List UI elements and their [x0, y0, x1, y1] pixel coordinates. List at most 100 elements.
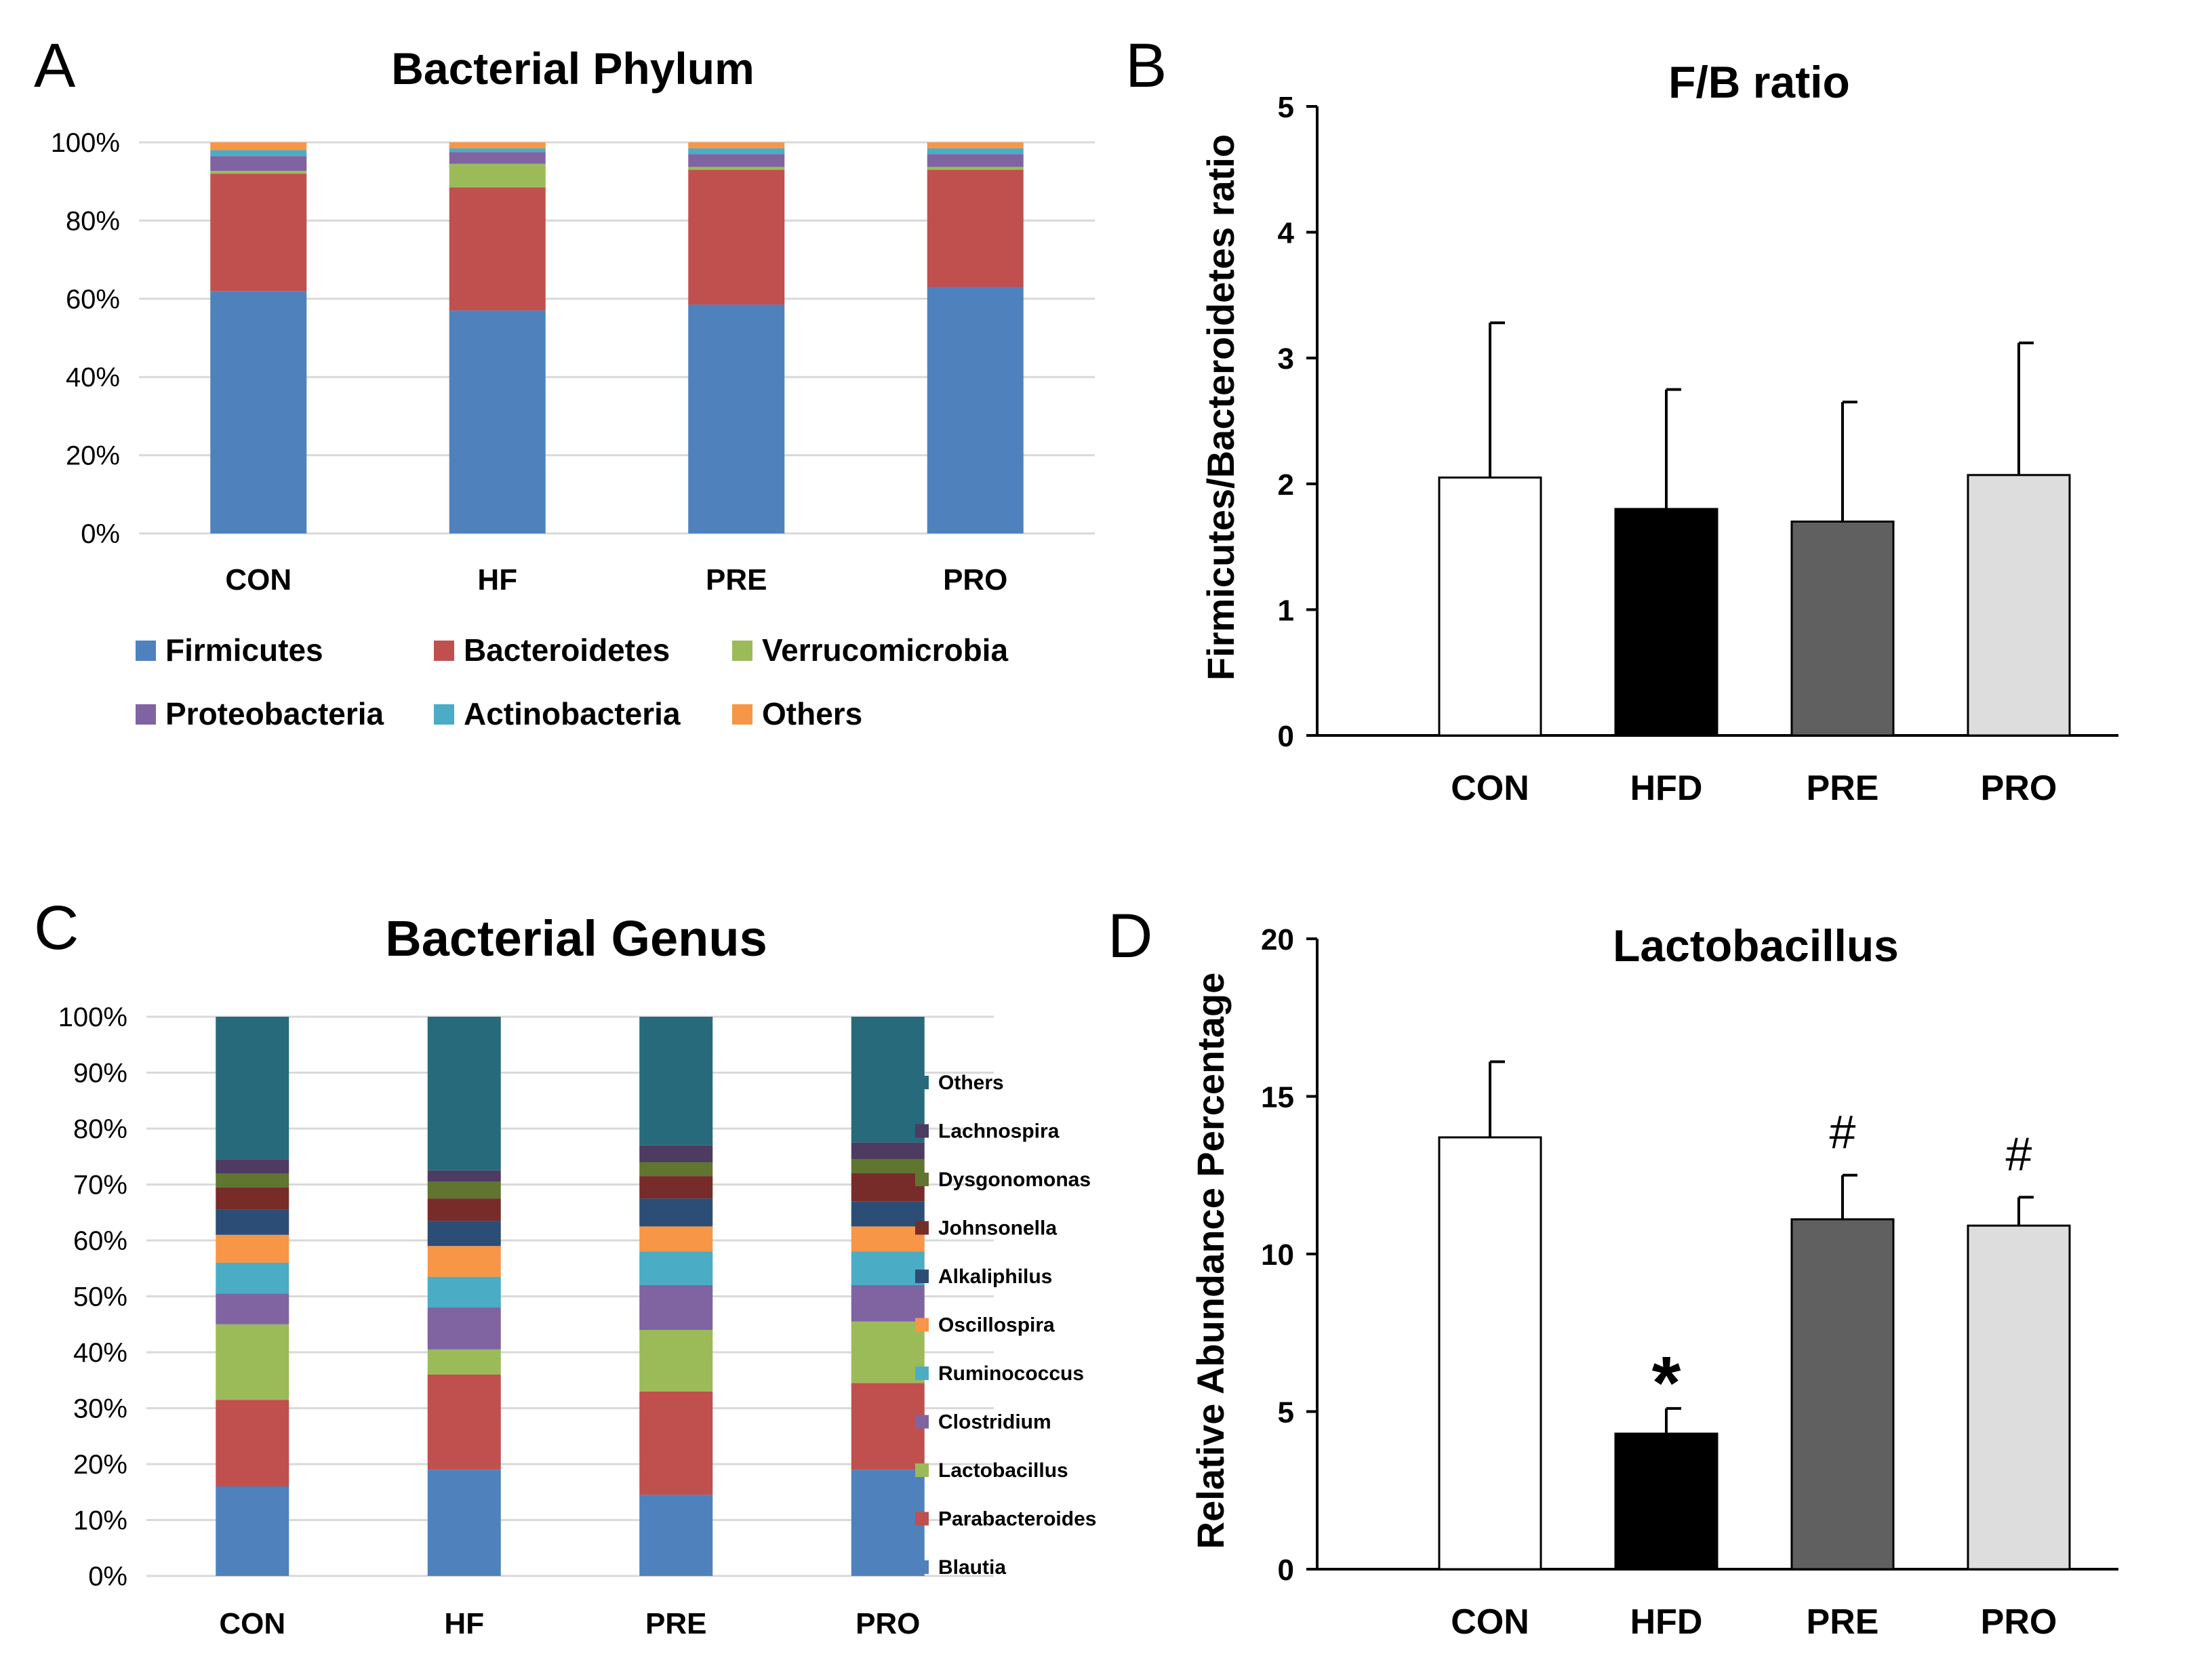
c-bar-con-johnsonella	[216, 1187, 289, 1210]
c-bar-pro-lactobacillus	[851, 1321, 925, 1383]
a-legend-swatch-bacteroidetes	[434, 641, 454, 661]
c-bar-hf-ruminococcus	[427, 1276, 501, 1308]
c-category-label: HF	[444, 1607, 484, 1640]
c-bar-con-parabacteroides	[216, 1400, 289, 1486]
a-bar-pre-bacteroidetes	[688, 169, 785, 305]
c-y-tick-label: 40%	[73, 1338, 127, 1368]
a-bar-pro-proteobacteria	[927, 154, 1024, 167]
c-legend-swatch-lachnospira	[915, 1124, 929, 1138]
d-annotation-hfd: *	[1652, 1341, 1681, 1425]
a-bar-pre-actinobacteria	[688, 148, 785, 155]
a-category-label: HF	[477, 563, 517, 596]
panel-b: B F/B ratio Firmicutes/Bacteroidetes rat…	[1125, 31, 2118, 808]
c-bar-pre-clostridium	[639, 1285, 713, 1330]
c-bar-pre-johnsonella	[639, 1176, 713, 1199]
c-legend-swatch-johnsonella	[915, 1221, 929, 1235]
c-bar-hf-lactobacillus	[427, 1349, 501, 1375]
a-bar-pre-proteobacteria	[688, 154, 785, 167]
c-y-tick-label: 80%	[73, 1114, 127, 1144]
b-bar-con	[1438, 477, 1542, 737]
d-y-tick-label: 20	[1261, 923, 1294, 956]
a-legend-swatch-proteobacteria	[136, 704, 156, 725]
c-bar-pro-ruminococcus	[851, 1251, 925, 1285]
c-y-tick-label: 10%	[73, 1506, 127, 1536]
chart-title-c: Bacterial Genus	[385, 910, 767, 967]
a-bar-hf-bacteroidetes	[449, 187, 546, 311]
panel-b-label: B	[1125, 31, 1167, 100]
y-axis-label-b: Firmicutes/Bacteroidetes ratio	[1199, 134, 1242, 681]
b-bar-pre	[1790, 520, 1895, 737]
c-legend-swatch-lactobacillus	[915, 1463, 929, 1477]
b-y-tick-label: 0	[1278, 720, 1294, 753]
c-bar-pre-dysgonomonas	[639, 1162, 713, 1177]
d-y-tick-label: 15	[1261, 1081, 1294, 1114]
d-bar-con	[1438, 1136, 1542, 1571]
c-bar-con-lachnospira	[216, 1159, 289, 1173]
panel-d: D Lactobacillus Relative Abundance Perce…	[1108, 902, 2118, 1642]
c-legend-swatch-clostridium	[915, 1415, 929, 1429]
c-y-tick-label: 30%	[73, 1394, 127, 1424]
a-legend-label: Others	[762, 696, 862, 731]
c-legend-swatch-dysgonomonas	[915, 1173, 929, 1186]
c-bar-hf-lachnospira	[427, 1170, 501, 1182]
d-y-tick-label: 0	[1278, 1554, 1294, 1587]
c-legend-swatch-parabacteroides	[915, 1512, 929, 1526]
c-y-tick-label: 60%	[73, 1226, 127, 1256]
c-bar-pre-lactobacillus	[639, 1330, 713, 1392]
chart-title-a: Bacterial Phylum	[391, 43, 755, 94]
a-legend-swatch-verrucomicrobia	[732, 641, 752, 661]
c-bar-pro-oscillospira	[851, 1226, 925, 1252]
d-y-tick-label: 5	[1278, 1396, 1294, 1430]
c-bar-con-alkaliphilus	[216, 1209, 289, 1235]
c-bar-hf-parabacteroides	[427, 1375, 501, 1470]
c-bar-hf-blautia	[427, 1470, 501, 1576]
panel-c-label: C	[34, 893, 79, 963]
b-y-tick-label: 2	[1278, 468, 1294, 502]
a-y-tick-label: 0%	[81, 519, 120, 549]
c-category-label: CON	[219, 1607, 285, 1640]
d-bar-pro	[1967, 1224, 2071, 1571]
c-y-tick-label: 0%	[88, 1562, 127, 1592]
c-legend-label: Lactobacillus	[938, 1459, 1068, 1482]
b-y-tick-label: 5	[1278, 91, 1294, 124]
c-bar-hf-dysgonomonas	[427, 1181, 501, 1199]
a-legend-label: Proteobacteria	[165, 696, 384, 731]
a-bar-hf-others	[449, 142, 546, 148]
chart-title-d: Lactobacillus	[1613, 920, 1899, 971]
a-bar-pre-others	[688, 142, 785, 148]
c-bar-con-lactobacillus	[216, 1324, 289, 1400]
d-category-label: PRO	[1981, 1602, 2057, 1642]
c-bar-pro-johnsonella	[851, 1173, 925, 1202]
c-y-tick-label: 90%	[73, 1059, 127, 1089]
c-bar-hf-johnsonella	[427, 1198, 501, 1221]
c-category-label: PRE	[645, 1607, 706, 1640]
a-bar-con-firmicutes	[210, 291, 307, 533]
c-bar-pre-blautia	[639, 1495, 713, 1576]
c-legend-label: Others	[938, 1072, 1004, 1094]
c-bar-pre-alkaliphilus	[639, 1198, 713, 1227]
a-bar-pro-actinobacteria	[927, 148, 1024, 155]
a-bar-hf-verrucomicrobia	[449, 163, 546, 188]
a-category-label: CON	[225, 563, 291, 596]
c-legend-label: Lachnospira	[938, 1120, 1060, 1143]
c-bar-hf-oscillospira	[427, 1246, 501, 1277]
b-y-tick-label: 1	[1278, 594, 1294, 627]
b-y-tick-label: 4	[1278, 217, 1295, 250]
c-bar-con-others	[216, 1017, 289, 1160]
chart-title-b: F/B ratio	[1668, 57, 1850, 107]
d-annotation-pro: #	[2006, 1127, 2032, 1180]
a-y-tick-label: 80%	[66, 206, 120, 236]
panel-d-label: D	[1108, 902, 1152, 971]
c-bar-hf-clostridium	[427, 1308, 501, 1350]
c-bar-hf-alkaliphilus	[427, 1221, 501, 1247]
a-y-tick-label: 40%	[66, 363, 120, 392]
a-legend-label: Verrucomicrobia	[762, 632, 1008, 668]
a-bar-hf-actinobacteria	[449, 148, 546, 153]
b-category-label: PRO	[1981, 769, 2057, 808]
b-category-label: CON	[1451, 769, 1529, 808]
c-bar-con-oscillospira	[216, 1234, 289, 1263]
c-bar-pro-dysgonomonas	[851, 1159, 925, 1173]
a-bar-pre-firmicutes	[688, 304, 785, 533]
c-bar-pre-others	[639, 1017, 713, 1146]
